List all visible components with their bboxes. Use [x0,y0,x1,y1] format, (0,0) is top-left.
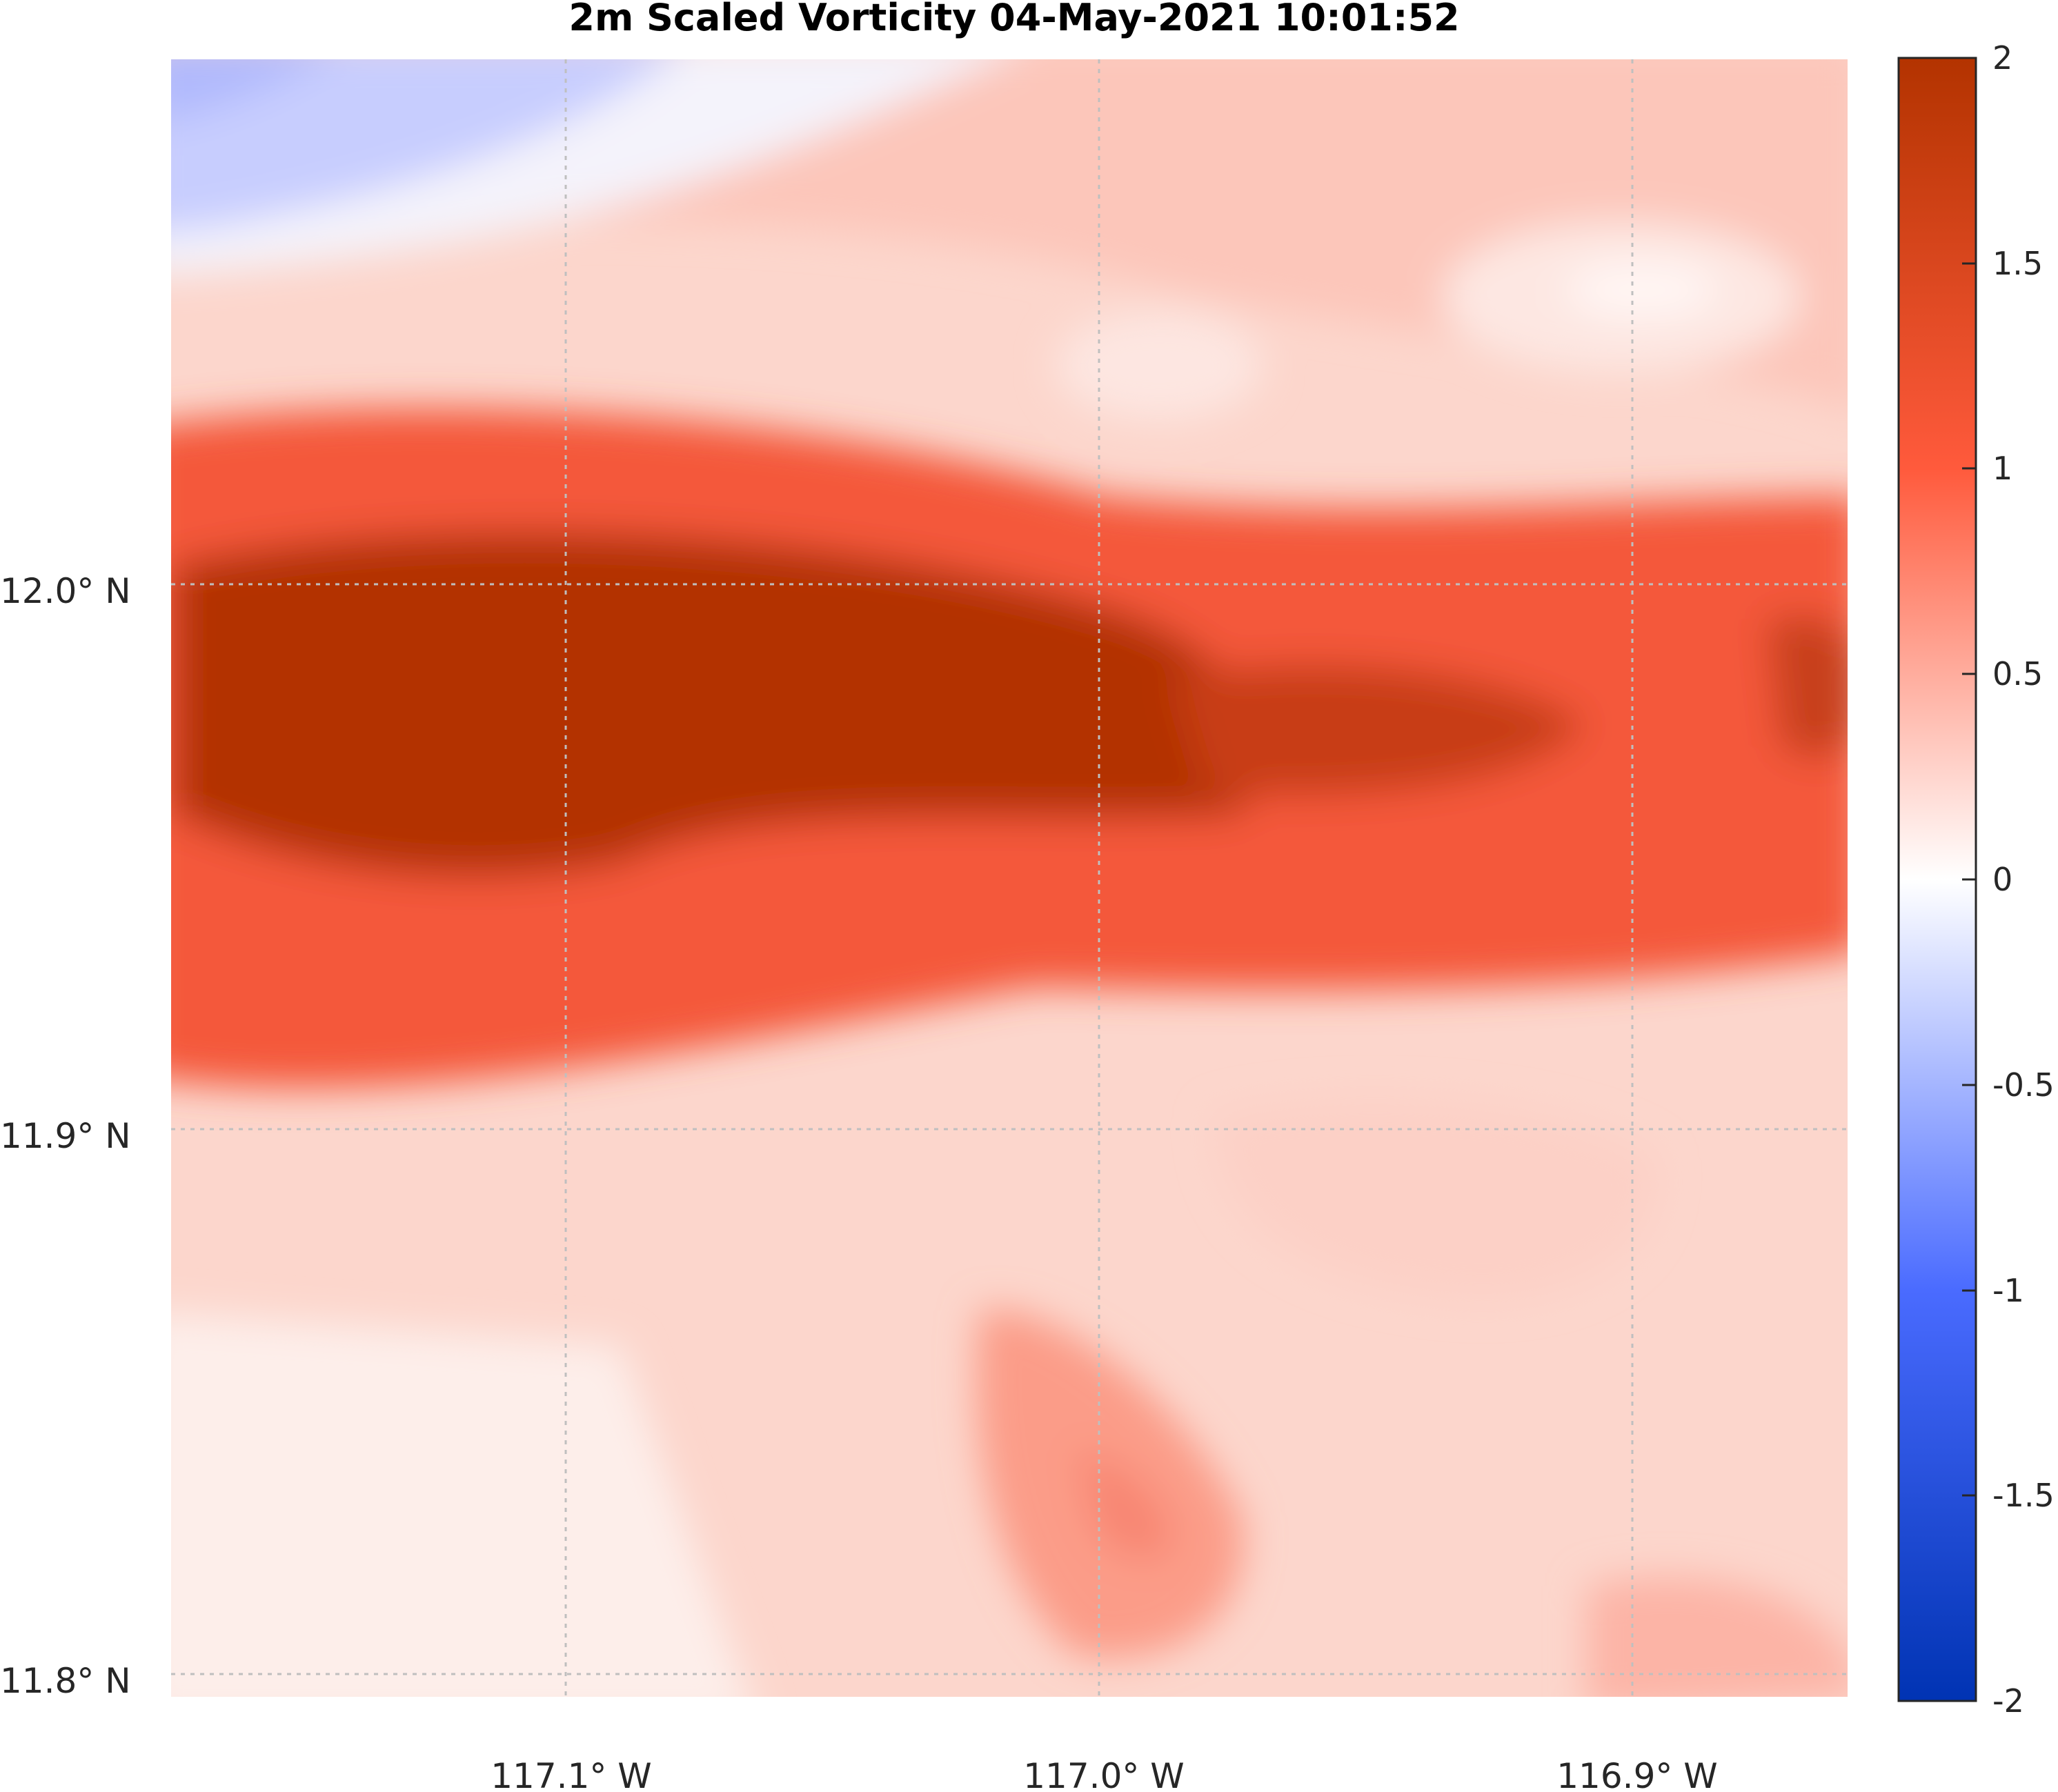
field-white-spot-upper [1566,262,1718,317]
colorbar-labels: 2 1.5 1 0.5 0 -0.5 -1 -1.5 -2 [1992,39,2055,1720]
colorbar-label-1: 1 [1992,450,2012,487]
field-pale-lower-right [1214,1100,1658,1299]
vorticity-field [171,59,1848,1697]
colorbar-label-0: 0 [1992,861,2012,898]
x-tick-label-117-0: 117.0° W [1023,1756,1184,1792]
colorbar-label-1-5: 1.5 [1992,245,2043,282]
field-blue-core [171,59,319,120]
colorbar-label-neg-0-5: -0.5 [1992,1066,2055,1104]
x-tick-label-117-1: 117.1° W [491,1756,651,1792]
y-axis: 12.0° N 11.9° N 11.8° N [0,571,131,1701]
x-axis: 117.1° W 117.0° W 116.9° W [491,1756,1717,1792]
y-tick-label-12-0: 12.0° N [0,571,131,611]
plot-area [171,59,1848,1697]
y-tick-label-11-9: 11.9° N [0,1116,131,1156]
colorbar: 2 1.5 1 0.5 0 -0.5 -1 -1.5 -2 [1897,39,2055,1720]
x-tick-label-116-9: 116.9° W [1556,1756,1717,1792]
field-dark-red-core [172,532,1255,877]
colorbar-ticks [1962,57,1976,1702]
field-pale-lower-left [171,1313,749,1697]
colorbar-label-2: 2 [1992,39,2012,77]
field-dark-red-right [1173,665,1587,796]
field-salmon-core-lower [1076,1448,1173,1560]
field-pale-spot-upper-1 [1056,310,1263,421]
field-salmon-lower-right [1587,1576,1848,1697]
colorbar-label-neg-2: -2 [1992,1682,2024,1720]
colorbar-label-0-5: 0.5 [1992,655,2043,693]
colorbar-label-neg-1: -1 [1992,1272,2024,1309]
grid-lines [171,59,1848,1697]
colorbar-label-neg-1-5: -1.5 [1992,1477,2055,1514]
field-blue-top-left [171,59,669,232]
field-dark-red-edge [1766,616,1848,759]
y-tick-label-11-8: 11.8° N [0,1661,131,1701]
chart-title: 2m Scaled Vorticity 04-May-2021 10:01:52 [568,0,1459,39]
